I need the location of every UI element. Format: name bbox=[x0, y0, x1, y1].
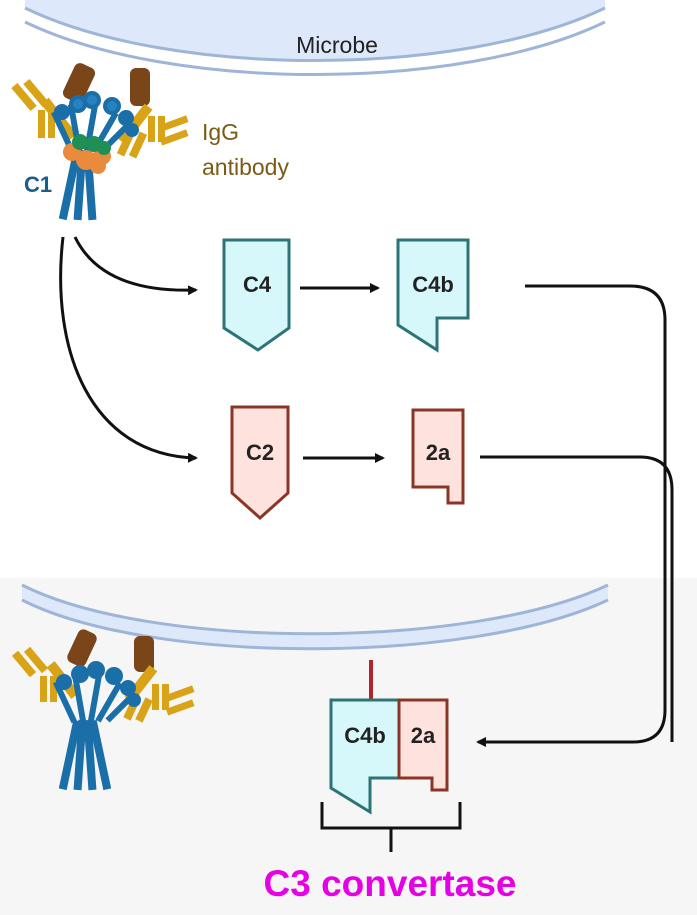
arrow-2a-to-complex bbox=[480, 455, 674, 742]
igg-label-line1: IgG bbox=[202, 119, 239, 145]
c4-shape bbox=[222, 238, 291, 352]
c2-label: C2 bbox=[246, 440, 274, 465]
complex-bracket bbox=[320, 802, 462, 852]
c2a-shape bbox=[411, 408, 465, 505]
igg-c1-complex-top bbox=[11, 63, 189, 221]
c3-convertase-label: C3 convertase bbox=[264, 863, 517, 904]
igg-c1-complex-bottom bbox=[11, 629, 195, 791]
arrow-c1-to-c4 bbox=[73, 236, 198, 296]
microbe-membrane-bottom bbox=[21, 583, 609, 651]
microbe-label: Microbe bbox=[296, 32, 378, 58]
complex-c4b-label: C4b bbox=[344, 723, 386, 748]
c1-label: C1 bbox=[24, 172, 52, 197]
c4-label: C4 bbox=[243, 272, 272, 297]
c2a-label: 2a bbox=[426, 440, 451, 465]
c2-shape bbox=[230, 405, 290, 521]
igg-label-line2: antibody bbox=[202, 154, 289, 180]
antibody-stalk-icon bbox=[130, 68, 150, 106]
complex-c4b-shape bbox=[329, 698, 401, 815]
arrow-c1-to-c2 bbox=[59, 236, 198, 463]
microbe-membrane-top bbox=[24, 0, 606, 76]
complex-2a-label: 2a bbox=[411, 723, 436, 748]
c4b-shape bbox=[396, 238, 470, 353]
complex-2a-shape bbox=[397, 698, 449, 792]
arrow-c4b-to-complex bbox=[476, 284, 667, 747]
antibody-stalk-icon bbox=[62, 63, 96, 103]
c4b-label: C4b bbox=[412, 272, 454, 297]
